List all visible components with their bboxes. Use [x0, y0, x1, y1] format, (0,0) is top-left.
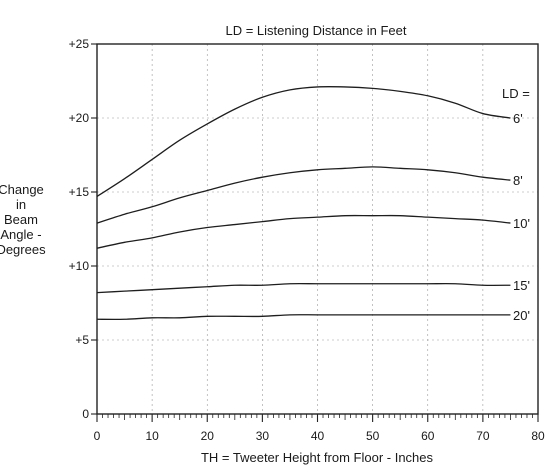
- y-axis-title: Change in Beam Angle - Degrees: [0, 182, 46, 257]
- x-tick-label: 40: [311, 429, 325, 443]
- x-tick-label: 70: [476, 429, 490, 443]
- x-axis-title: TH = Tweeter Height from Floor - Inches: [201, 450, 434, 465]
- axis-ticks: [91, 43, 539, 422]
- y-tick-label: +20: [69, 111, 90, 125]
- y-tick-label: +15: [69, 185, 90, 199]
- y-tick-label: +10: [69, 259, 90, 273]
- series-curves: [96, 85, 511, 321]
- series-label: 6': [513, 111, 523, 126]
- gridlines: [97, 44, 538, 414]
- series-labels: 6' 8' 10' 15' 20': [513, 111, 530, 323]
- series-line-2: [96, 214, 511, 249]
- y-axis-title-line: Degrees: [0, 242, 46, 257]
- x-tick-label: 0: [94, 429, 101, 443]
- x-tick-label: 60: [421, 429, 435, 443]
- series-label: 20': [513, 308, 530, 323]
- series-line-0: [96, 85, 511, 197]
- series-label: 8': [513, 173, 523, 188]
- y-axis-title-line: Change: [0, 182, 44, 197]
- y-tick-label: 0: [82, 407, 89, 421]
- x-tick-label: 10: [145, 429, 159, 443]
- chart-title: LD = Listening Distance in Feet: [225, 23, 406, 38]
- y-axis-title-line: Angle -: [0, 227, 41, 242]
- series-label: 15': [513, 278, 530, 293]
- plot-frame: [96, 43, 539, 415]
- x-tick-label: 50: [366, 429, 380, 443]
- legend-title: LD =: [502, 86, 530, 101]
- y-tick-label: +5: [75, 333, 89, 347]
- y-axis-title-line: in: [16, 197, 26, 212]
- series-line-4: [96, 314, 511, 321]
- x-tick-label: 30: [256, 429, 270, 443]
- x-tick-label: 20: [201, 429, 215, 443]
- x-tick-label: 80: [531, 429, 545, 443]
- y-axis-title-line: Beam: [4, 212, 38, 227]
- series-label: 10': [513, 216, 530, 231]
- series-line-3: [96, 283, 511, 294]
- series-line-1: [96, 166, 511, 224]
- y-tick-label: +25: [69, 37, 90, 51]
- axis-tick-labels: 0 10 20 30 40 50 60 70 80 0 +5 +10 +15 +20 +25: [69, 37, 545, 443]
